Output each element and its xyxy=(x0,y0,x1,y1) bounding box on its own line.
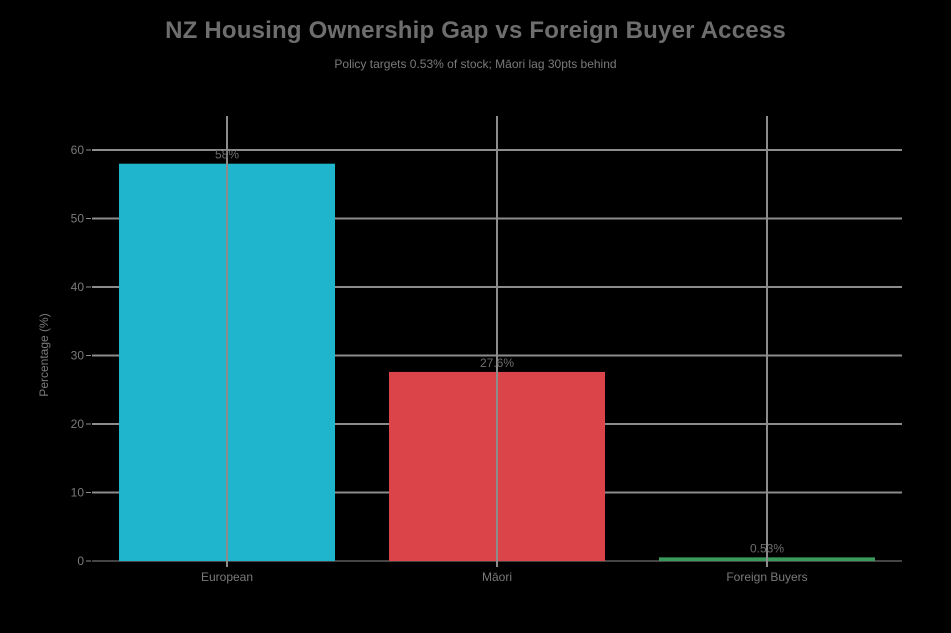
x-axis-ticks: European Māori Foreign Buyers xyxy=(201,570,808,584)
data-label: 27.6% xyxy=(480,356,514,370)
chart-subtitle: Policy targets 0.53% of stock; Māori lag… xyxy=(334,57,617,71)
chart-title: NZ Housing Ownership Gap vs Foreign Buye… xyxy=(165,17,786,44)
y-tick-label: 0 xyxy=(77,554,84,568)
data-label: 58% xyxy=(215,148,239,162)
y-tick-label: 40 xyxy=(71,280,85,294)
x-tick-label: Māori xyxy=(482,570,512,584)
y-axis-ticks: 0 10 20 30 40 50 60 xyxy=(71,143,91,568)
data-labels: 58% 27.6% 0.53% xyxy=(215,148,784,556)
data-label: 0.53% xyxy=(750,541,784,555)
y-tick-label: 50 xyxy=(71,212,85,226)
x-tick-label: European xyxy=(201,570,253,584)
x-tick-label: Foreign Buyers xyxy=(726,570,807,584)
vertical-gridlines xyxy=(226,116,768,567)
y-tick-label: 10 xyxy=(71,486,85,500)
y-tick-label: 20 xyxy=(71,417,85,431)
y-tick-label: 30 xyxy=(71,349,85,363)
y-tick-label: 60 xyxy=(71,143,85,157)
